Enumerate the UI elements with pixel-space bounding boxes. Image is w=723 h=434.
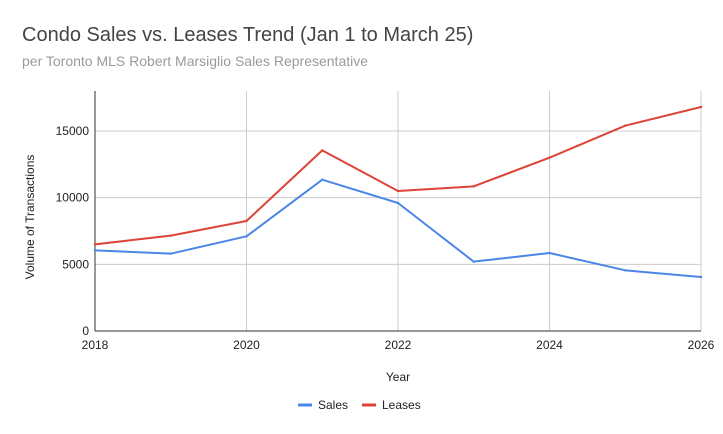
data-point-sales — [245, 235, 248, 238]
series-lines — [93, 105, 703, 279]
data-point-sales — [321, 178, 324, 181]
x-tick-label: 2026 — [688, 338, 715, 352]
data-point-leases — [699, 105, 703, 109]
data-point-leases — [321, 149, 324, 152]
y-tick-label: 0 — [82, 324, 89, 338]
data-point-sales — [548, 251, 551, 255]
data-point-sales — [472, 260, 475, 263]
y-tick-label: 10000 — [56, 191, 90, 205]
y-axis-title: Volume of Transactions — [23, 155, 37, 280]
data-point-sales — [93, 249, 97, 252]
data-point-leases — [245, 219, 248, 223]
chart-title: Condo Sales vs. Leases Trend (Jan 1 to M… — [22, 24, 473, 46]
legend-item-sales: Sales — [298, 398, 348, 412]
data-point-leases — [472, 185, 475, 188]
chart-subtitle: per Toronto MLS Robert Marsiglio Sales R… — [22, 53, 368, 69]
y-tick-label: 5000 — [62, 257, 89, 271]
x-tick-label: 2024 — [536, 338, 563, 352]
data-point-leases — [93, 243, 97, 246]
y-tick-label: 15000 — [56, 124, 90, 138]
data-point-sales — [169, 252, 172, 255]
y-axis-tick-labels: 0 5000 10000 15000 — [56, 124, 90, 338]
data-point-leases — [396, 189, 400, 193]
gridlines — [94, 91, 702, 332]
x-tick-label: 2020 — [233, 338, 260, 352]
x-axis-tick-labels: 2018 2020 2022 2024 2026 — [82, 338, 715, 352]
x-tick-label: 2018 — [82, 338, 109, 352]
data-point-leases — [169, 234, 172, 237]
legend: Sales Leases — [298, 398, 421, 412]
data-point-sales — [396, 201, 400, 205]
x-tick-label: 2022 — [385, 338, 412, 352]
data-point-sales — [699, 275, 703, 279]
legend-item-leases: Leases — [362, 398, 421, 412]
data-point-leases — [624, 124, 627, 127]
legend-label-sales: Sales — [318, 398, 348, 412]
data-point-leases — [548, 156, 551, 159]
x-axis-title: Year — [386, 370, 410, 384]
legend-label-leases: Leases — [382, 398, 421, 412]
data-point-sales — [624, 269, 627, 272]
